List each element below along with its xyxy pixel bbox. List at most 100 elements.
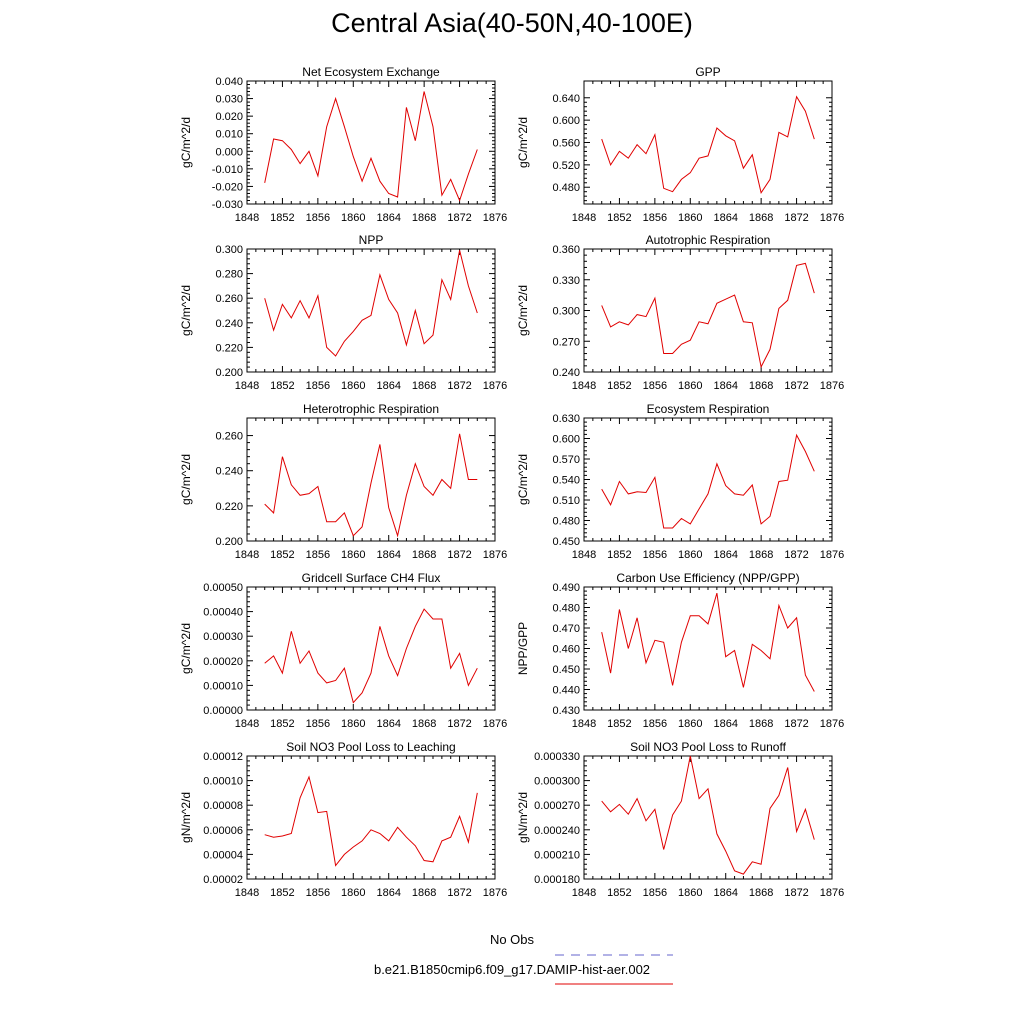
x-tick-label: 1872	[447, 380, 471, 392]
y-tick-label: 0.000270	[534, 800, 580, 812]
y-tick-label: 0.300	[215, 244, 243, 256]
x-tick-label: 1868	[749, 718, 773, 730]
x-tick-label: 1848	[572, 380, 596, 392]
x-tick-label: 1852	[270, 380, 294, 392]
panel-title: Ecosystem Respiration	[647, 402, 770, 416]
x-tick-label: 1848	[572, 718, 596, 730]
series-line	[264, 608, 478, 704]
y-tick-label: 0.260	[215, 431, 243, 443]
x-tick-label: 1864	[376, 718, 400, 730]
x-tick-label: 1848	[235, 380, 259, 392]
plot-frame	[246, 586, 496, 711]
panel-7: Gridcell Surface CH4 Flux gC/m^2/d 1848 185…	[179, 571, 507, 730]
y-tick-label: 0.330	[552, 275, 580, 287]
x-tick-label: 1852	[607, 212, 631, 224]
x-tick-label: 1860	[678, 718, 702, 730]
x-tick-label: 1876	[483, 887, 507, 899]
y-tick-label: 0.000330	[534, 751, 580, 763]
y-tick-label: 0.240	[215, 466, 243, 478]
series-line	[601, 755, 815, 875]
y-tick-label: 0.00012	[203, 751, 243, 763]
x-tick-label: 1852	[270, 212, 294, 224]
plot-frame	[246, 755, 496, 880]
y-axis-label: gC/m^2/d	[516, 117, 530, 168]
x-tick-label: 1852	[270, 718, 294, 730]
y-tick-label: 0.480	[552, 182, 580, 194]
y-tick-label: 0.480	[552, 516, 580, 528]
y-tick-label: 0.220	[215, 342, 243, 354]
panel-1: Net Ecosystem Exchange gC/m^2/d 1848 1852 18…	[179, 65, 507, 224]
x-tick-label: 1868	[412, 718, 436, 730]
panel-title: GPP	[695, 65, 720, 79]
x-tick-label: 1868	[749, 212, 773, 224]
x-tick-label: 1864	[713, 887, 737, 899]
x-tick-label: 1848	[572, 887, 596, 899]
x-tick-label: 1856	[306, 549, 330, 561]
x-tick-label: 1864	[376, 887, 400, 899]
y-tick-label: 0.00008	[203, 800, 243, 812]
y-tick-label: 0.520	[552, 160, 580, 172]
y-tick-label: 0.00010	[203, 776, 243, 788]
x-tick-label: 1856	[306, 887, 330, 899]
x-tick-label: 1852	[607, 718, 631, 730]
y-tick-label: 0.260	[215, 293, 243, 305]
x-tick-label: 1860	[341, 380, 365, 392]
y-tick-label: 0.570	[552, 454, 580, 466]
y-tick-label: 0.020	[215, 111, 243, 123]
y-axis-label: gC/m^2/d	[516, 454, 530, 505]
y-tick-label: 0.010	[215, 129, 243, 141]
x-tick-label: 1864	[713, 549, 737, 561]
panel-title: Soil NO3 Pool Loss to Runoff	[630, 740, 787, 754]
y-tick-label: -0.030	[212, 199, 243, 211]
x-tick-label: 1864	[713, 212, 737, 224]
x-tick-label: 1848	[235, 212, 259, 224]
y-tick-label: -0.020	[212, 181, 243, 193]
page-title: Central Asia(40-50N,40-100E)	[331, 8, 693, 38]
y-tick-label: 0.240	[215, 318, 243, 330]
y-tick-label: 0.240	[552, 367, 580, 379]
series-line	[601, 95, 815, 195]
x-tick-label: 1856	[643, 887, 667, 899]
series-line	[264, 775, 478, 867]
panel-title: Heterotrophic Respiration	[303, 402, 439, 416]
y-tick-label: -0.010	[212, 164, 243, 176]
x-tick-label: 1852	[607, 887, 631, 899]
x-tick-label: 1876	[820, 549, 844, 561]
x-tick-label: 1868	[412, 212, 436, 224]
x-tick-label: 1876	[820, 380, 844, 392]
panel-6: Ecosystem Respiration gC/m^2/d 1848 1852 185…	[516, 402, 844, 561]
x-tick-label: 1868	[749, 887, 773, 899]
x-tick-label: 1860	[678, 212, 702, 224]
x-tick-label: 1868	[412, 549, 436, 561]
y-tick-label: 0.000180	[534, 874, 580, 886]
x-tick-label: 1856	[643, 718, 667, 730]
x-tick-label: 1856	[643, 212, 667, 224]
y-tick-label: 0.510	[552, 495, 580, 507]
y-tick-label: 0.00050	[203, 582, 243, 594]
x-tick-label: 1856	[306, 718, 330, 730]
y-tick-label: 0.00002	[203, 874, 243, 886]
x-tick-label: 1852	[607, 380, 631, 392]
panel-8: Carbon Use Efficiency (NPP/GPP) NPP/GPP 18…	[516, 571, 844, 730]
x-tick-label: 1860	[678, 549, 702, 561]
x-tick-label: 1872	[784, 380, 808, 392]
panel-title: Carbon Use Efficiency (NPP/GPP)	[616, 571, 799, 585]
x-tick-label: 1860	[341, 549, 365, 561]
y-tick-label: 0.000210	[534, 849, 580, 861]
x-tick-label: 1876	[820, 887, 844, 899]
x-tick-label: 1876	[483, 212, 507, 224]
panel-5: Heterotrophic Respiration gC/m^2/d 1848 185…	[179, 402, 507, 561]
x-tick-label: 1868	[749, 380, 773, 392]
y-tick-label: 0.00030	[203, 631, 243, 643]
x-tick-label: 1872	[447, 887, 471, 899]
x-tick-label: 1872	[784, 549, 808, 561]
y-tick-label: 0.200	[215, 367, 243, 379]
panel-title: Gridcell Surface CH4 Flux	[302, 571, 441, 585]
x-tick-label: 1852	[270, 549, 294, 561]
panel-2: GPP gC/m^2/d 1848 1852 1856 1860 1864 1868 1872 1…	[516, 65, 844, 224]
y-tick-label: 0.030	[215, 94, 243, 106]
x-tick-label: 1876	[483, 380, 507, 392]
y-axis-label: gC/m^2/d	[179, 285, 193, 336]
x-tick-label: 1860	[341, 212, 365, 224]
